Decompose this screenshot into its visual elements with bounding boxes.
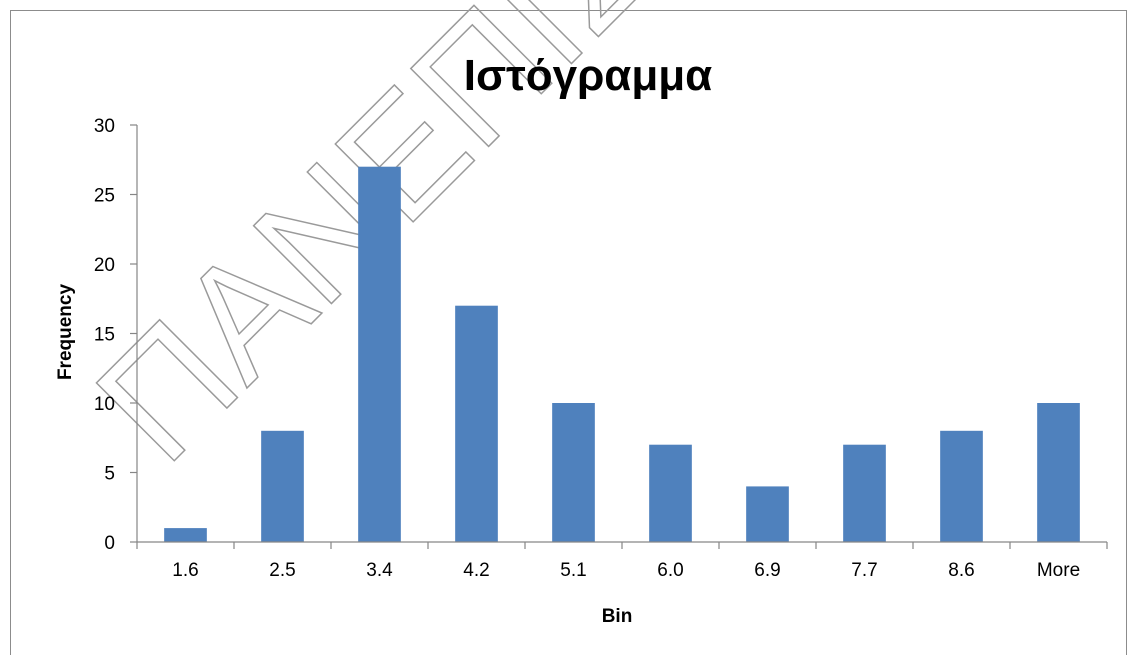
bar-more [1037, 403, 1080, 542]
bar-7-7 [843, 444, 886, 542]
x-tick-label: 8.6 [948, 560, 974, 581]
x-tick-label: 7.7 [851, 560, 877, 581]
bar-2-5 [261, 430, 304, 542]
x-tick-label: 1.6 [172, 560, 198, 581]
bar-3-4 [358, 166, 401, 542]
bar-8-6 [940, 430, 983, 542]
y-tick-label: 0 [104, 533, 115, 554]
x-axis-ticks: 1.6 2.5 3.4 4.2 5.1 6.0 6.9 7.7 8.6 More [136, 542, 1108, 581]
x-tick-label: 6.9 [754, 560, 780, 581]
x-tick-label: 2.5 [269, 560, 295, 581]
x-tick-label: More [1037, 560, 1080, 581]
x-tick-label: 6.0 [657, 560, 683, 581]
bar-4-2 [455, 305, 498, 542]
y-tick-label: 15 [94, 325, 115, 346]
y-tick-label: 30 [94, 116, 115, 137]
x-tick-label: 4.2 [463, 560, 489, 581]
x-tick-label: 3.4 [366, 560, 393, 581]
bar-1-6 [164, 528, 207, 542]
y-tick-label: 20 [94, 255, 115, 276]
y-tick-label: 5 [104, 464, 115, 485]
bar-5-1 [552, 403, 595, 542]
y-tick-label: 25 [94, 186, 115, 207]
x-axis-label: Bin [602, 606, 633, 627]
chart-title: Ιστόγραμμα [464, 51, 712, 100]
bar-series [164, 166, 1080, 542]
bar-6-0 [649, 444, 692, 542]
y-axis-ticks: 0 5 10 15 20 25 30 [94, 116, 137, 554]
y-tick-label: 10 [94, 394, 115, 415]
y-axis-label: Frequency [55, 284, 76, 381]
x-tick-label: 5.1 [560, 560, 586, 581]
bar-6-9 [746, 486, 789, 542]
